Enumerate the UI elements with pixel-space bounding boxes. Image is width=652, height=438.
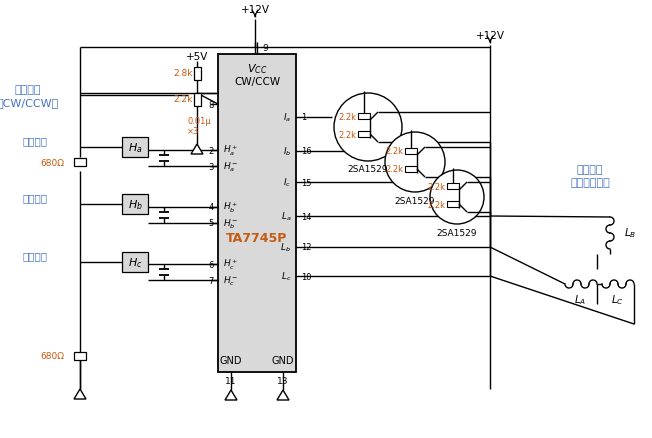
Bar xyxy=(218,55,296,372)
Text: 2: 2 xyxy=(209,146,214,155)
Text: 0.01μ: 0.01μ xyxy=(187,117,211,126)
Text: 霍尔元件: 霍尔元件 xyxy=(23,136,48,146)
Polygon shape xyxy=(277,390,289,400)
Polygon shape xyxy=(191,145,203,155)
Bar xyxy=(122,194,148,215)
Text: $H_c^-$: $H_c^-$ xyxy=(223,274,239,287)
Text: $H_b^-$: $H_b^-$ xyxy=(223,217,239,230)
Text: $L_c$: $L_c$ xyxy=(280,270,291,283)
Text: $H_b$: $H_b$ xyxy=(128,198,142,212)
Bar xyxy=(447,184,459,190)
Text: 16: 16 xyxy=(301,147,312,156)
Text: 2SA1529: 2SA1529 xyxy=(348,165,388,174)
Text: 电机控制: 电机控制 xyxy=(15,85,41,95)
Bar xyxy=(447,201,459,208)
Text: +12V: +12V xyxy=(475,31,505,41)
Text: 11: 11 xyxy=(225,377,237,385)
Text: $V_{CC}$: $V_{CC}$ xyxy=(246,62,267,76)
Bar xyxy=(194,68,201,81)
Text: 2.2k: 2.2k xyxy=(338,130,356,139)
Text: 680Ω: 680Ω xyxy=(40,352,64,360)
Bar xyxy=(358,114,370,120)
Text: 8: 8 xyxy=(209,100,214,109)
Text: 680Ω: 680Ω xyxy=(40,158,64,167)
Text: 4: 4 xyxy=(209,203,214,212)
Text: $H_a^+$: $H_a^+$ xyxy=(223,144,238,158)
Text: $L_a$: $L_a$ xyxy=(280,210,291,223)
Circle shape xyxy=(385,133,445,193)
Text: 2SA1529: 2SA1529 xyxy=(394,196,436,205)
Text: +5V: +5V xyxy=(186,52,208,62)
Text: TA7745P: TA7745P xyxy=(226,232,288,245)
Text: GND: GND xyxy=(272,355,294,365)
Circle shape xyxy=(334,94,402,162)
Text: 12: 12 xyxy=(301,243,312,252)
Text: （CW/CCW）: （CW/CCW） xyxy=(0,98,59,108)
Text: GND: GND xyxy=(220,355,243,365)
Bar xyxy=(122,138,148,158)
Text: $H_b^+$: $H_b^+$ xyxy=(223,201,238,215)
Bar xyxy=(74,352,86,360)
Text: $L_B$: $L_B$ xyxy=(624,226,636,239)
Text: ×3: ×3 xyxy=(187,127,200,136)
Text: 5: 5 xyxy=(209,219,214,228)
Bar xyxy=(405,166,417,173)
Text: CW/CCW: CW/CCW xyxy=(234,77,280,87)
Text: $I_b$: $I_b$ xyxy=(282,145,291,158)
Text: 2.2k: 2.2k xyxy=(385,147,403,156)
Text: 3: 3 xyxy=(209,162,214,171)
Text: 14: 14 xyxy=(301,212,312,221)
Polygon shape xyxy=(225,390,237,400)
Circle shape xyxy=(430,171,484,225)
Text: 13: 13 xyxy=(277,377,289,385)
Polygon shape xyxy=(74,389,86,399)
Text: $H_a$: $H_a$ xyxy=(128,141,142,155)
Bar xyxy=(122,252,148,272)
Text: 霍尔元件: 霍尔元件 xyxy=(23,193,48,202)
Text: $H_a^-$: $H_a^-$ xyxy=(223,160,239,173)
Text: 7: 7 xyxy=(209,276,214,285)
Text: 9: 9 xyxy=(262,43,268,53)
Text: $H_c^+$: $H_c^+$ xyxy=(223,257,238,272)
Text: 10: 10 xyxy=(301,272,312,281)
Text: 15: 15 xyxy=(301,178,312,187)
Text: $L_A$: $L_A$ xyxy=(574,293,586,306)
Text: $I_c$: $I_c$ xyxy=(283,177,291,189)
Text: 2.8k: 2.8k xyxy=(173,69,193,78)
Text: 2.2k: 2.2k xyxy=(173,95,193,104)
Bar xyxy=(194,94,201,107)
Text: $I_a$: $I_a$ xyxy=(283,112,291,124)
Text: $H_c$: $H_c$ xyxy=(128,255,142,269)
Text: 2.2k: 2.2k xyxy=(385,165,403,174)
Text: 2.2k: 2.2k xyxy=(338,112,356,121)
Text: $L_C$: $L_C$ xyxy=(610,293,623,306)
Text: 无刷电机: 无刷电机 xyxy=(577,165,603,175)
Text: 1: 1 xyxy=(301,113,306,122)
Text: $L_b$: $L_b$ xyxy=(280,241,291,254)
Bar xyxy=(358,132,370,138)
Text: 2.2k: 2.2k xyxy=(427,200,445,209)
Text: 霍尔元件: 霍尔元件 xyxy=(23,251,48,261)
Text: （星形连接）: （星形连接） xyxy=(570,177,610,187)
Text: 6: 6 xyxy=(209,260,214,269)
Text: 2.2k: 2.2k xyxy=(427,182,445,191)
Text: +12V: +12V xyxy=(241,5,269,15)
Text: 2SA1529: 2SA1529 xyxy=(437,228,477,237)
Bar xyxy=(74,159,86,166)
Bar xyxy=(405,148,417,155)
